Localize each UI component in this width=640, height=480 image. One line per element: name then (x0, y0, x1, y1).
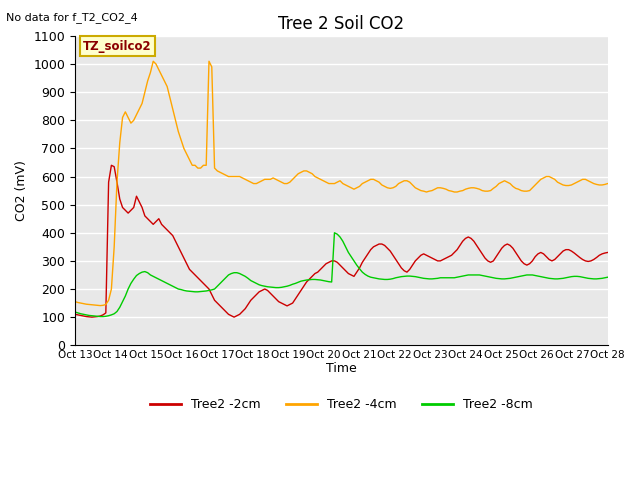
Text: TZ_soilco2: TZ_soilco2 (83, 40, 152, 53)
X-axis label: Time: Time (326, 361, 356, 374)
Text: No data for f_T2_CO2_4: No data for f_T2_CO2_4 (6, 12, 138, 23)
Legend: Tree2 -2cm, Tree2 -4cm, Tree2 -8cm: Tree2 -2cm, Tree2 -4cm, Tree2 -8cm (145, 393, 538, 416)
Y-axis label: CO2 (mV): CO2 (mV) (15, 160, 28, 221)
Title: Tree 2 Soil CO2: Tree 2 Soil CO2 (278, 15, 404, 33)
